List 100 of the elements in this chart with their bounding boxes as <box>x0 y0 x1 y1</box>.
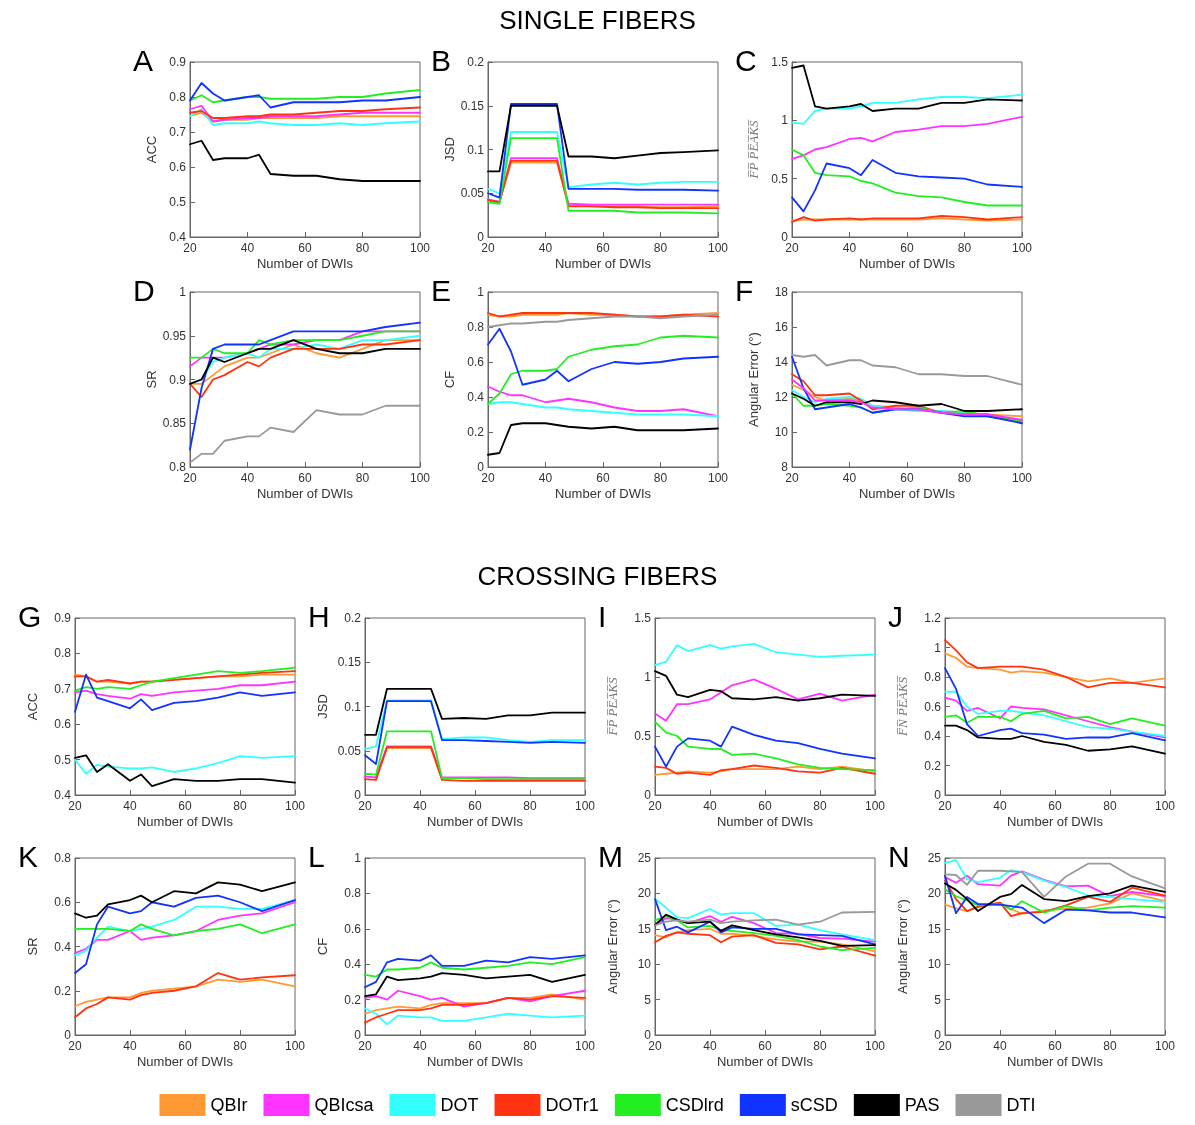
line-series <box>74 923 296 937</box>
line-series <box>364 730 586 780</box>
line-series <box>364 972 586 997</box>
y-tick-label: 0.8 <box>54 851 72 865</box>
y-tick-label: 0.05 <box>337 743 362 758</box>
x-tick-label: 80 <box>355 471 370 485</box>
y-tick-label: 0.2 <box>467 55 485 69</box>
x-tick-label: 100 <box>574 799 596 813</box>
line-series <box>189 82 421 109</box>
y-tick-label: 25 <box>637 851 652 865</box>
y-tick-label: 10 <box>774 425 789 439</box>
y-tick-label: 0.4 <box>169 230 187 244</box>
x-tick-label: 80 <box>957 241 972 255</box>
line-series <box>487 422 719 456</box>
line-series <box>364 956 586 978</box>
line-series <box>944 690 1166 737</box>
x-axis-title: Number of DWIs <box>426 814 524 829</box>
legend-label: PAS <box>904 1095 940 1115</box>
x-tick-label: 100 <box>409 471 431 485</box>
y-tick-label: 1 <box>477 285 485 299</box>
line-series <box>74 673 296 713</box>
line-series <box>189 404 421 464</box>
line-series <box>487 103 719 199</box>
y-tick-label: 10 <box>637 957 652 972</box>
y-tick-label: 0 <box>934 788 942 802</box>
x-tick-label: 60 <box>596 471 610 485</box>
y-tick-label: 0.8 <box>169 460 187 474</box>
y-axis-title: ACC <box>144 135 159 164</box>
x-tick-label: 80 <box>813 799 827 813</box>
x-tick-label: 20 <box>183 471 197 485</box>
x-tick-label: 80 <box>653 241 668 255</box>
y-tick-label: 15 <box>927 921 942 936</box>
line-series <box>791 148 1023 207</box>
y-tick-label: 0.9 <box>169 55 187 69</box>
y-tick-label: 0 <box>781 230 789 244</box>
chart-title: D <box>133 273 155 307</box>
y-tick-label: 1 <box>354 851 362 865</box>
legend-label: CSDlrd <box>665 1095 724 1115</box>
y-axis-title: CF <box>315 937 330 956</box>
x-axis-title: Number of DWIs <box>858 486 956 501</box>
line-series <box>74 680 296 700</box>
x-axis-title: Number of DWIs <box>256 486 354 501</box>
line-series <box>189 339 421 398</box>
x-tick-label: 80 <box>233 1039 247 1053</box>
chart-title: K <box>18 839 39 873</box>
line-series <box>189 139 421 182</box>
chart-title: C <box>735 43 757 77</box>
line-series <box>487 334 719 405</box>
y-tick-label: 0.1 <box>467 142 485 157</box>
line-series <box>791 354 1023 386</box>
chart-title: B <box>431 43 452 77</box>
x-tick-label: 60 <box>468 1039 482 1053</box>
y-axis-title: F̅P̅ P̅E̅A̅K̅S̅ <box>605 676 620 737</box>
y-tick-label: 1 <box>934 640 942 655</box>
legend-label: DOTr1 <box>545 1095 599 1115</box>
y-tick-label: 0.4 <box>54 939 72 954</box>
line-series <box>189 104 421 123</box>
y-tick-label: 0.15 <box>337 655 362 670</box>
y-tick-label: 5 <box>934 992 942 1007</box>
chart-title: N <box>888 839 910 873</box>
x-tick-label: 40 <box>842 471 857 485</box>
x-tick-label: 60 <box>178 799 192 813</box>
x-tick-label: 40 <box>538 471 553 485</box>
y-axis-title: Angular Error (°) <box>605 899 620 994</box>
y-tick-label: 0.8 <box>54 646 72 661</box>
chart-title: I <box>598 599 607 633</box>
y-tick-label: 0.6 <box>924 699 942 714</box>
x-tick-label: 60 <box>900 241 914 255</box>
y-axis-title: Angular Error (°) <box>895 899 910 994</box>
line-series <box>487 104 719 173</box>
line-series <box>944 724 1166 755</box>
x-tick-label: 80 <box>813 1039 827 1053</box>
chart-title: F <box>735 273 754 307</box>
y-tick-label: 1.2 <box>924 611 942 625</box>
x-tick-label: 40 <box>123 1039 137 1053</box>
x-tick-label: 100 <box>409 241 431 255</box>
x-tick-label: 20 <box>68 1039 82 1053</box>
x-tick-label: 100 <box>1154 799 1176 813</box>
x-tick-label: 20 <box>183 241 197 255</box>
x-tick-label: 60 <box>298 241 312 255</box>
y-tick-label: 10 <box>927 957 942 972</box>
y-tick-label: 0.4 <box>54 788 72 802</box>
y-tick-label: 0.4 <box>924 729 942 743</box>
x-tick-label: 40 <box>240 241 255 255</box>
y-tick-label: 0.6 <box>467 355 485 369</box>
y-tick-label: 1.5 <box>634 611 652 625</box>
y-tick-label: 14 <box>774 355 789 369</box>
x-tick-label: 60 <box>1048 799 1062 813</box>
y-tick-label: 0.2 <box>54 983 72 998</box>
line-series <box>487 313 719 328</box>
x-tick-label: 80 <box>523 1039 537 1053</box>
x-tick-label: 80 <box>1103 799 1117 813</box>
y-axis-title: F̅N̅ P̅E̅A̅K̅S̅ <box>895 675 910 737</box>
line-series <box>791 159 1023 213</box>
y-axis-title: F̅P̅ P̅E̅A̅K̅S̅ <box>746 119 761 180</box>
y-tick-label: 0.6 <box>54 717 72 732</box>
line-series <box>791 392 1023 412</box>
y-tick-label: 0.2 <box>344 992 362 1007</box>
x-tick-label: 100 <box>284 1039 306 1053</box>
y-tick-label: 0.2 <box>924 758 942 773</box>
